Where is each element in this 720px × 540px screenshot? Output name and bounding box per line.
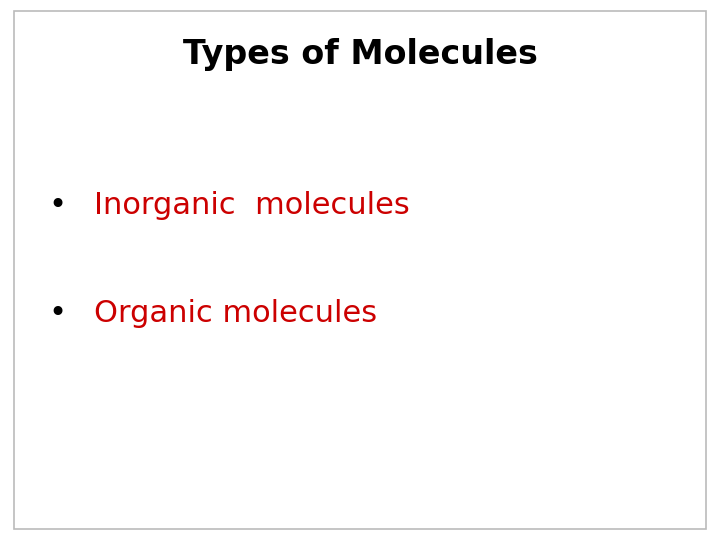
Text: •: • xyxy=(48,299,67,328)
Text: Inorganic  molecules: Inorganic molecules xyxy=(94,191,410,220)
Text: •: • xyxy=(48,191,67,220)
Text: Organic molecules: Organic molecules xyxy=(94,299,377,328)
Text: Types of Molecules: Types of Molecules xyxy=(183,38,537,71)
